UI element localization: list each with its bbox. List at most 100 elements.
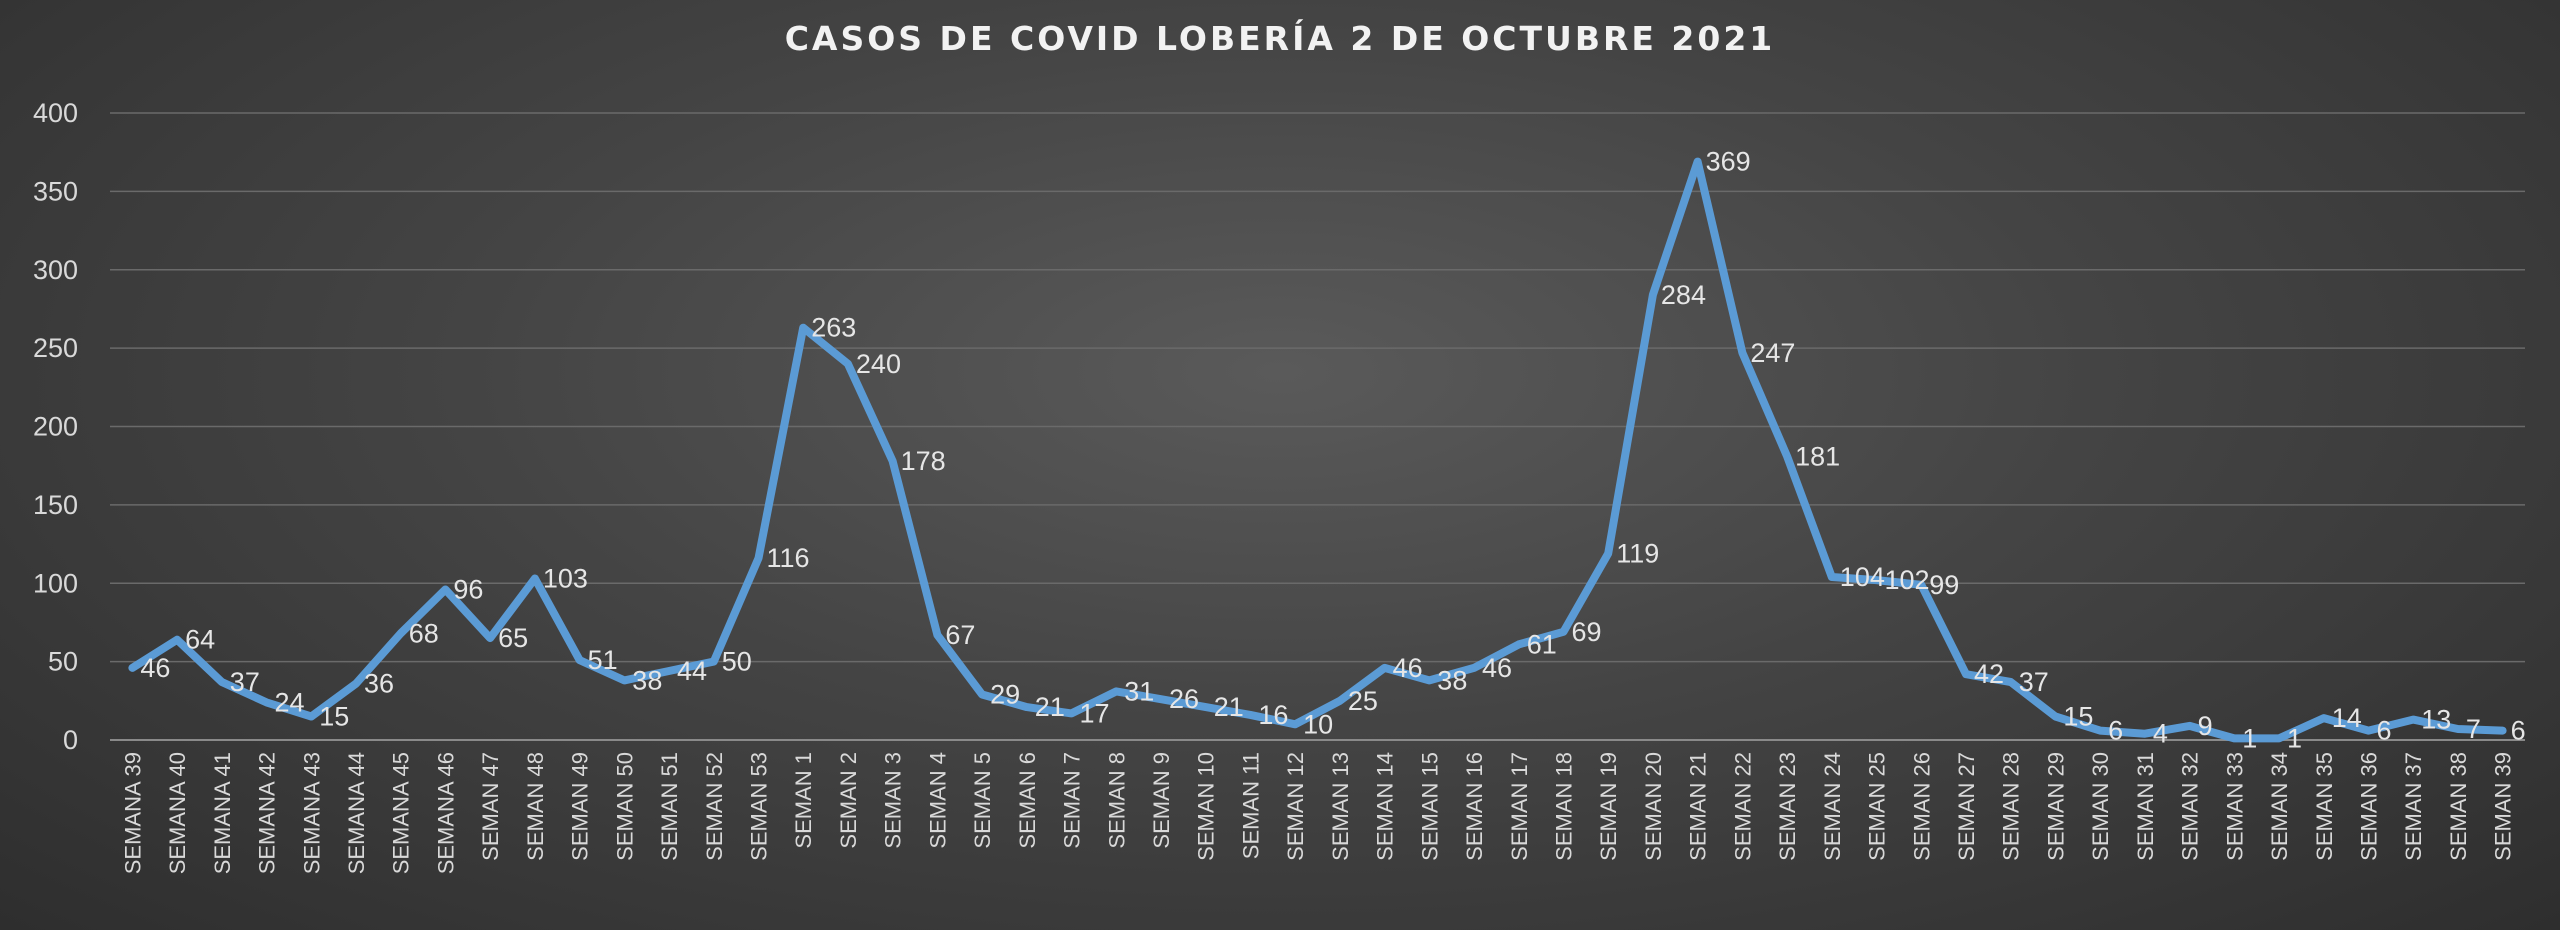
x-tick-label: SEMAN 16 — [1462, 752, 1487, 861]
data-point — [2097, 727, 2104, 734]
y-tick-label: 0 — [63, 725, 78, 755]
x-tick-label: SEMAN 51 — [657, 752, 682, 861]
y-tick-label: 250 — [33, 333, 78, 363]
data-point — [2454, 726, 2461, 733]
x-tick-label: SEMAN 17 — [1507, 752, 1532, 861]
data-point — [2186, 722, 2193, 729]
data-point — [352, 680, 359, 687]
data-point — [1113, 688, 1120, 695]
x-tick-label: SEMAN 35 — [2312, 752, 2337, 861]
x-tick-label: SEMAN 47 — [478, 752, 503, 861]
data-label: 37 — [2019, 667, 2049, 697]
data-label: 99 — [1929, 570, 1959, 600]
x-tick-label: SEMAN 53 — [746, 752, 771, 861]
data-point — [1426, 677, 1433, 684]
data-label: 6 — [2108, 716, 2123, 746]
data-label: 10 — [1303, 709, 1333, 739]
x-tick-label: SEMAN 1 — [791, 752, 816, 849]
data-point — [979, 691, 986, 698]
data-point — [576, 657, 583, 664]
x-tick-label: SEMAN 38 — [2446, 752, 2471, 861]
data-label: 103 — [543, 564, 588, 594]
data-label: 14 — [2332, 703, 2362, 733]
data-label: 284 — [1661, 280, 1706, 310]
data-label: 17 — [1080, 698, 1110, 728]
data-label: 104 — [1840, 562, 1885, 592]
data-label: 9 — [2198, 711, 2213, 741]
x-tick-label: SEMANA 43 — [299, 752, 324, 874]
y-tick-label: 150 — [33, 490, 78, 520]
data-label: 1 — [2287, 723, 2302, 753]
data-point — [263, 699, 270, 706]
x-tick-label: SEMAN 32 — [2178, 752, 2203, 861]
x-tick-label: SEMAN 33 — [2222, 752, 2247, 861]
y-tick-label: 50 — [48, 647, 78, 677]
x-tick-label: SEMAN 6 — [1015, 752, 1040, 849]
data-label: 65 — [498, 623, 528, 653]
x-tick-label: SEMAN 10 — [1194, 752, 1219, 861]
data-point — [218, 679, 225, 686]
data-point — [1336, 697, 1343, 704]
y-tick-label: 400 — [33, 98, 78, 128]
data-point — [1739, 349, 1746, 356]
x-tick-label: SEMAN 15 — [1417, 752, 1442, 861]
data-label: 15 — [319, 701, 349, 731]
x-tick-label: SEMAN 52 — [702, 752, 727, 861]
data-point — [1649, 291, 1656, 298]
data-point — [2320, 715, 2327, 722]
data-label: 31 — [1124, 676, 1154, 706]
data-point — [844, 360, 851, 367]
data-point — [1918, 581, 1925, 588]
x-tick-label: SEMAN 49 — [568, 752, 593, 861]
data-point — [129, 664, 136, 671]
x-tick-label: SEMAN 4 — [925, 752, 950, 849]
data-label: 6 — [2511, 716, 2526, 746]
data-point — [621, 677, 628, 684]
x-tick-label: SEMAN 19 — [1596, 752, 1621, 861]
data-label: 102 — [1885, 565, 1930, 595]
data-label: 38 — [632, 665, 662, 695]
data-label: 6 — [2376, 716, 2391, 746]
data-label: 21 — [1214, 692, 1244, 722]
data-label: 21 — [1035, 692, 1065, 722]
data-point — [1068, 710, 1075, 717]
x-tick-label: SEMAN 27 — [1954, 752, 1979, 861]
data-point — [487, 635, 494, 642]
x-tick-label: SEMAN 24 — [1820, 752, 1845, 861]
y-axis: 0 50 100 150 200 250 300 350 400 — [33, 98, 78, 755]
data-point — [1292, 721, 1299, 728]
x-tick-label: SEMAN 50 — [612, 752, 637, 861]
data-point — [1202, 704, 1209, 711]
data-point — [934, 631, 941, 638]
data-label: 240 — [856, 349, 901, 379]
series-line — [128, 157, 2507, 743]
data-label: 29 — [990, 680, 1020, 710]
y-tick-label: 350 — [33, 176, 78, 206]
data-label: 13 — [2421, 705, 2451, 735]
x-tick-label: SEMAN 5 — [970, 752, 995, 849]
data-label: 46 — [1393, 653, 1423, 683]
x-tick-label: SEMANA 42 — [255, 752, 280, 874]
x-tick-label: SEMAN 48 — [523, 752, 548, 861]
data-label: 38 — [1437, 665, 1467, 695]
x-tick-label: SEMAN 3 — [881, 752, 906, 849]
data-point — [710, 658, 717, 665]
data-point — [2141, 730, 2148, 737]
data-label: 7 — [2466, 714, 2481, 744]
data-label: 51 — [588, 645, 618, 675]
data-label: 4 — [2153, 719, 2168, 749]
x-tick-label: SEMAN 22 — [1730, 752, 1755, 861]
data-point — [1828, 573, 1835, 580]
data-label: 64 — [185, 625, 215, 655]
data-point — [755, 555, 762, 562]
data-label: 68 — [409, 618, 439, 648]
x-tick-label: SEMAN 9 — [1149, 752, 1174, 849]
data-point — [1873, 577, 1880, 584]
data-point — [2052, 713, 2059, 720]
data-label: 24 — [275, 687, 305, 717]
y-tick-label: 300 — [33, 255, 78, 285]
data-label: 42 — [1974, 659, 2004, 689]
x-tick-label: SEMAN 26 — [1909, 752, 1934, 861]
data-point — [2410, 716, 2417, 723]
y-tick-label: 100 — [33, 568, 78, 598]
